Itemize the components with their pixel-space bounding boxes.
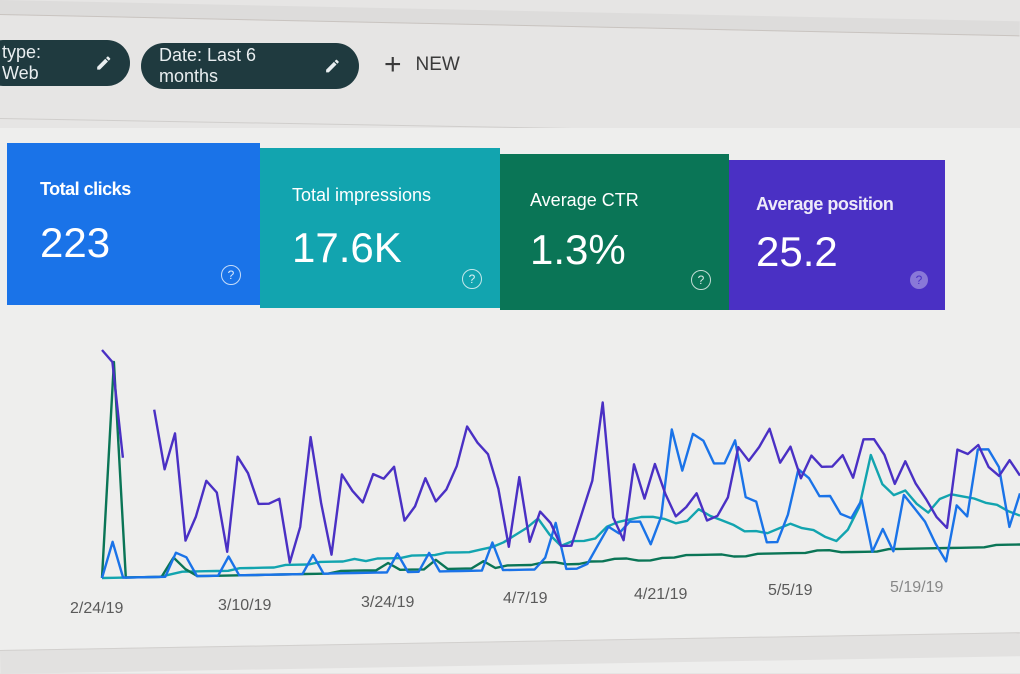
pencil-icon[interactable] (324, 57, 341, 75)
chart-plot (100, 349, 1020, 580)
pencil-icon[interactable] (95, 54, 113, 72)
kpi-label: Average position (756, 194, 894, 214)
date-filter-chip[interactable]: Date: Last 6 months (141, 43, 359, 89)
kpi-card-total-impressions[interactable]: Total impressions 17.6K ? (260, 148, 500, 308)
screen-top-edge (0, 0, 1020, 37)
chip-label: Date: Last 6 months (159, 45, 257, 86)
performance-line-chart[interactable] (0, 310, 1020, 650)
kpi-value: 1.3% (530, 226, 626, 273)
help-circle-icon[interactable]: ? (221, 265, 241, 285)
kpi-card-total-clicks[interactable]: Total clicks 223 ? (7, 143, 260, 305)
plus-icon: + (384, 48, 402, 81)
help-circle-icon[interactable]: ? (462, 269, 482, 289)
kpi-value: 17.6K (292, 224, 402, 271)
kpi-label: Total clicks (40, 179, 131, 199)
kpi-value: 223 (40, 219, 111, 266)
chip-label: type: Web (2, 42, 42, 83)
series-line-total-impressions[interactable] (101, 453, 1020, 580)
help-circle-icon[interactable]: ? (910, 271, 928, 289)
kpi-card-average-position[interactable]: Average position 25.2 ? (729, 160, 945, 310)
kpi-value: 25.2 (756, 228, 838, 275)
search-type-filter-chip[interactable]: type: Web (0, 40, 130, 86)
filter-bar: type: Web Date: Last 6 months + NEW (0, 40, 1020, 100)
new-button-label: NEW (415, 54, 460, 75)
kpi-card-average-ctr[interactable]: Average CTR 1.3% ? (500, 154, 729, 310)
series-line-average-position[interactable] (101, 349, 1020, 564)
new-filter-button[interactable]: + NEW (384, 48, 460, 81)
help-circle-icon[interactable]: ? (691, 270, 711, 290)
kpi-label: Average CTR (530, 190, 639, 210)
kpi-label: Total impressions (292, 185, 432, 205)
